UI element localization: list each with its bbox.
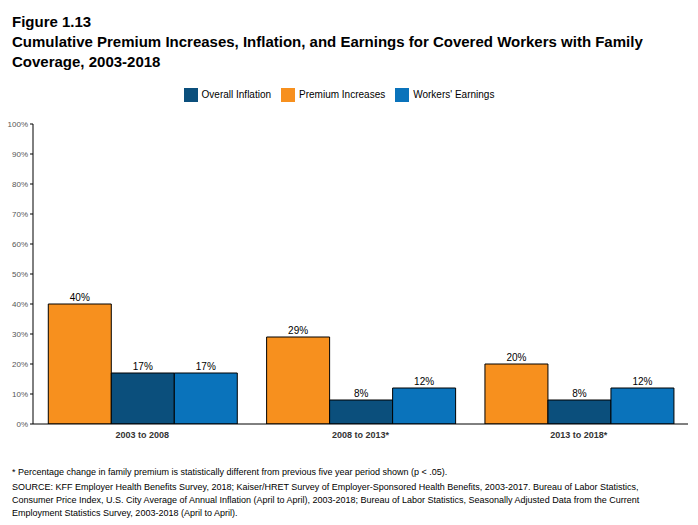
html-text:SOURCE: KFF Employer Health Be: SOURCE: KFF Employer Health Benefits Sur…	[12, 482, 640, 518]
svg-text:70%: 70%	[12, 210, 28, 219]
svg-text:29%: 29%	[288, 325, 308, 336]
svg-text:20%: 20%	[12, 360, 28, 369]
svg-text:2008 to 2013*: 2008 to 2013*	[332, 430, 390, 440]
html-text:Workers' Earnings: Workers' Earnings	[413, 88, 495, 100]
svg-text:100%: 100%	[8, 120, 28, 129]
svg-text:17%: 17%	[133, 361, 153, 372]
svg-text:40%: 40%	[12, 300, 28, 309]
svg-text:8%: 8%	[572, 388, 587, 399]
svg-text:60%: 60%	[12, 240, 28, 249]
html-text:Cumulative Premium Increases,: Cumulative Premium Increases, Inflation,…	[12, 33, 643, 70]
html-text:Premium Increases: Premium Increases	[299, 88, 386, 100]
svg-text:90%: 90%	[12, 150, 28, 159]
svg-text:2013 to 2018*: 2013 to 2018*	[550, 430, 608, 440]
svg-text:12%: 12%	[632, 376, 652, 387]
svg-text:10%: 10%	[12, 390, 28, 399]
svg-text:12%: 12%	[414, 376, 434, 387]
svg-text:30%: 30%	[12, 330, 28, 339]
svg-text:8%: 8%	[354, 388, 369, 399]
html-text:Figure 1.13: Figure 1.13	[12, 13, 92, 30]
html-text:* Percentage change in family: * Percentage change in family premium is…	[12, 467, 448, 477]
svg-text:20%: 20%	[506, 352, 526, 363]
svg-text:17%: 17%	[196, 361, 216, 372]
svg-text:50%: 50%	[12, 270, 28, 279]
svg-text:80%: 80%	[12, 180, 28, 189]
svg-text:2003 to 2008: 2003 to 2008	[115, 430, 169, 440]
svg-text:40%: 40%	[70, 292, 90, 303]
html-text:Overall Inflation: Overall Inflation	[201, 88, 272, 100]
svg-text:0%: 0%	[16, 420, 28, 429]
